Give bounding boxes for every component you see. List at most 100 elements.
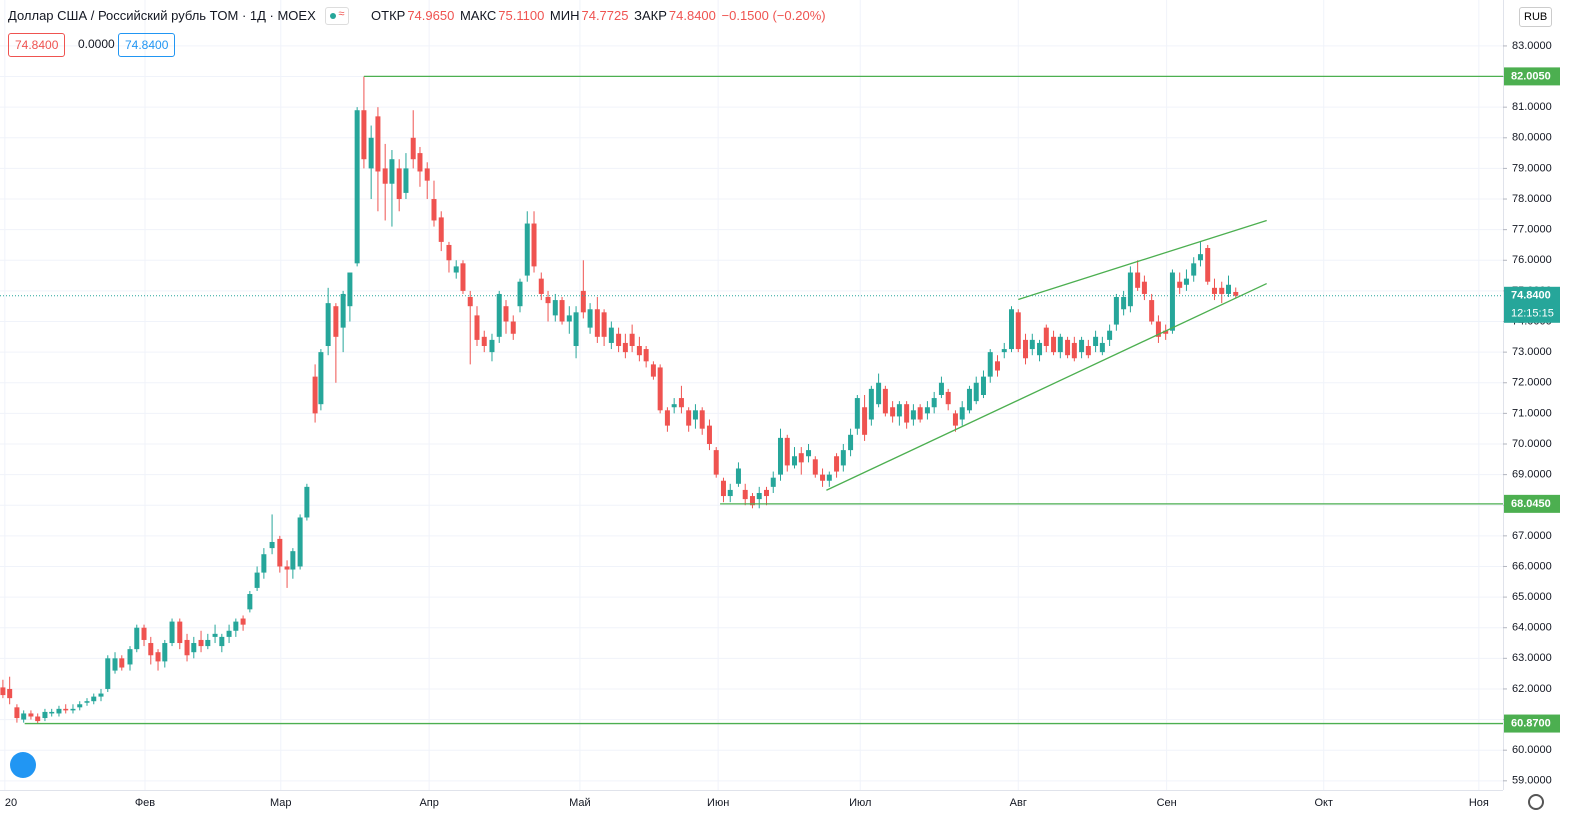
candle-body	[438, 217, 444, 242]
candle-body	[261, 554, 267, 573]
candle-body	[629, 333, 635, 347]
candle-body	[254, 572, 260, 588]
candle-body	[269, 541, 275, 549]
candle-body	[868, 388, 874, 420]
candle-body	[545, 297, 551, 304]
candle-body	[664, 410, 670, 426]
candle-body	[169, 621, 175, 644]
candle-body	[284, 566, 290, 570]
candle-body	[35, 716, 41, 722]
candle-body	[777, 437, 783, 475]
candle-body	[1177, 281, 1183, 288]
candle-body	[277, 538, 283, 567]
ohlc-value: 75.1100	[498, 8, 545, 24]
candle-body	[333, 306, 339, 337]
candle-body	[896, 404, 902, 417]
candle-body	[424, 168, 430, 181]
candle-body	[410, 137, 416, 160]
candle-body	[1065, 339, 1071, 356]
candle-body	[671, 404, 677, 408]
y-tick-label: 79.0000	[1512, 162, 1552, 174]
candle-body	[84, 701, 90, 703]
settings-icon[interactable]	[1528, 794, 1544, 810]
y-tick-label: 71.0000	[1512, 407, 1552, 419]
candle-body	[980, 376, 986, 395]
candle-body	[1085, 346, 1091, 356]
candle-body	[1009, 309, 1015, 350]
candle-body	[945, 391, 951, 405]
y-tick-label: 81.0000	[1512, 101, 1552, 113]
candle-body	[770, 477, 776, 487]
candle-body	[987, 352, 993, 377]
candle-body	[70, 708, 76, 711]
candle-body	[966, 388, 972, 411]
candle-body	[42, 711, 48, 719]
candle-body	[1079, 339, 1085, 353]
candle-body	[474, 315, 480, 340]
candle-body	[713, 450, 719, 475]
y-tick-label: 83.0000	[1512, 40, 1552, 52]
candle-body	[354, 110, 360, 264]
candle-body	[699, 410, 705, 429]
candle-body	[361, 110, 367, 160]
candle-body	[882, 388, 888, 414]
candle-body	[643, 349, 649, 362]
candle-body	[77, 704, 83, 708]
price-box: 0.0000	[78, 37, 115, 51]
y-tick-label: 62.0000	[1512, 683, 1552, 695]
candle-body	[453, 266, 459, 273]
candle-body	[854, 398, 860, 429]
candle-body	[382, 168, 388, 184]
currency-badge[interactable]: RUB	[1519, 7, 1553, 27]
candle-body	[467, 297, 473, 307]
candle-body	[608, 327, 614, 343]
candle-body	[240, 618, 246, 625]
candle-body	[622, 342, 628, 353]
candle-body	[876, 382, 882, 405]
candle-body	[573, 312, 579, 347]
status-icons[interactable]: ≈	[325, 7, 350, 25]
candle-body	[735, 468, 741, 484]
candle-body	[1233, 291, 1239, 296]
candle-body	[368, 137, 374, 169]
candle-body	[552, 300, 558, 316]
candle-body	[375, 116, 381, 172]
logo[interactable]	[10, 752, 36, 778]
candle-body	[840, 450, 846, 466]
candle-body	[21, 713, 27, 720]
candle-body	[848, 434, 854, 451]
level-label: 82.0050	[1511, 70, 1551, 82]
candle-body	[890, 407, 896, 417]
candle-body	[226, 630, 232, 637]
candle-body	[49, 711, 55, 714]
candle-body	[720, 480, 726, 497]
ohlc-label: МИН	[549, 8, 580, 24]
trend-line	[826, 282, 1267, 491]
last-price-box	[1504, 286, 1560, 323]
candle-body	[1191, 263, 1197, 276]
candle-body	[198, 639, 204, 647]
price-axis	[1503, 0, 1575, 820]
ohlc-label: МАКС	[459, 8, 497, 24]
level-label-box	[1504, 494, 1560, 513]
candle-body	[184, 639, 190, 656]
candle-body	[1135, 272, 1141, 288]
change: −0.1500 (−0.20%)	[721, 8, 826, 24]
candle-body	[1121, 297, 1127, 310]
y-tick-label: 65.0000	[1512, 591, 1552, 603]
candle-body	[1211, 287, 1217, 294]
candle-body	[1149, 300, 1155, 322]
x-tick-label: Авг	[1010, 797, 1027, 809]
candle-body	[742, 489, 748, 500]
candle-body	[304, 486, 310, 518]
candle-body	[28, 713, 34, 717]
candle-body	[538, 278, 544, 294]
y-tick-label: 72.0000	[1512, 377, 1552, 389]
candle-body	[1099, 342, 1105, 353]
x-tick-label: Сен	[1157, 797, 1177, 809]
candle-body	[318, 352, 324, 405]
ohlc-value: 74.8400	[668, 8, 716, 24]
candle-body	[503, 306, 509, 322]
candle-body	[233, 621, 239, 631]
